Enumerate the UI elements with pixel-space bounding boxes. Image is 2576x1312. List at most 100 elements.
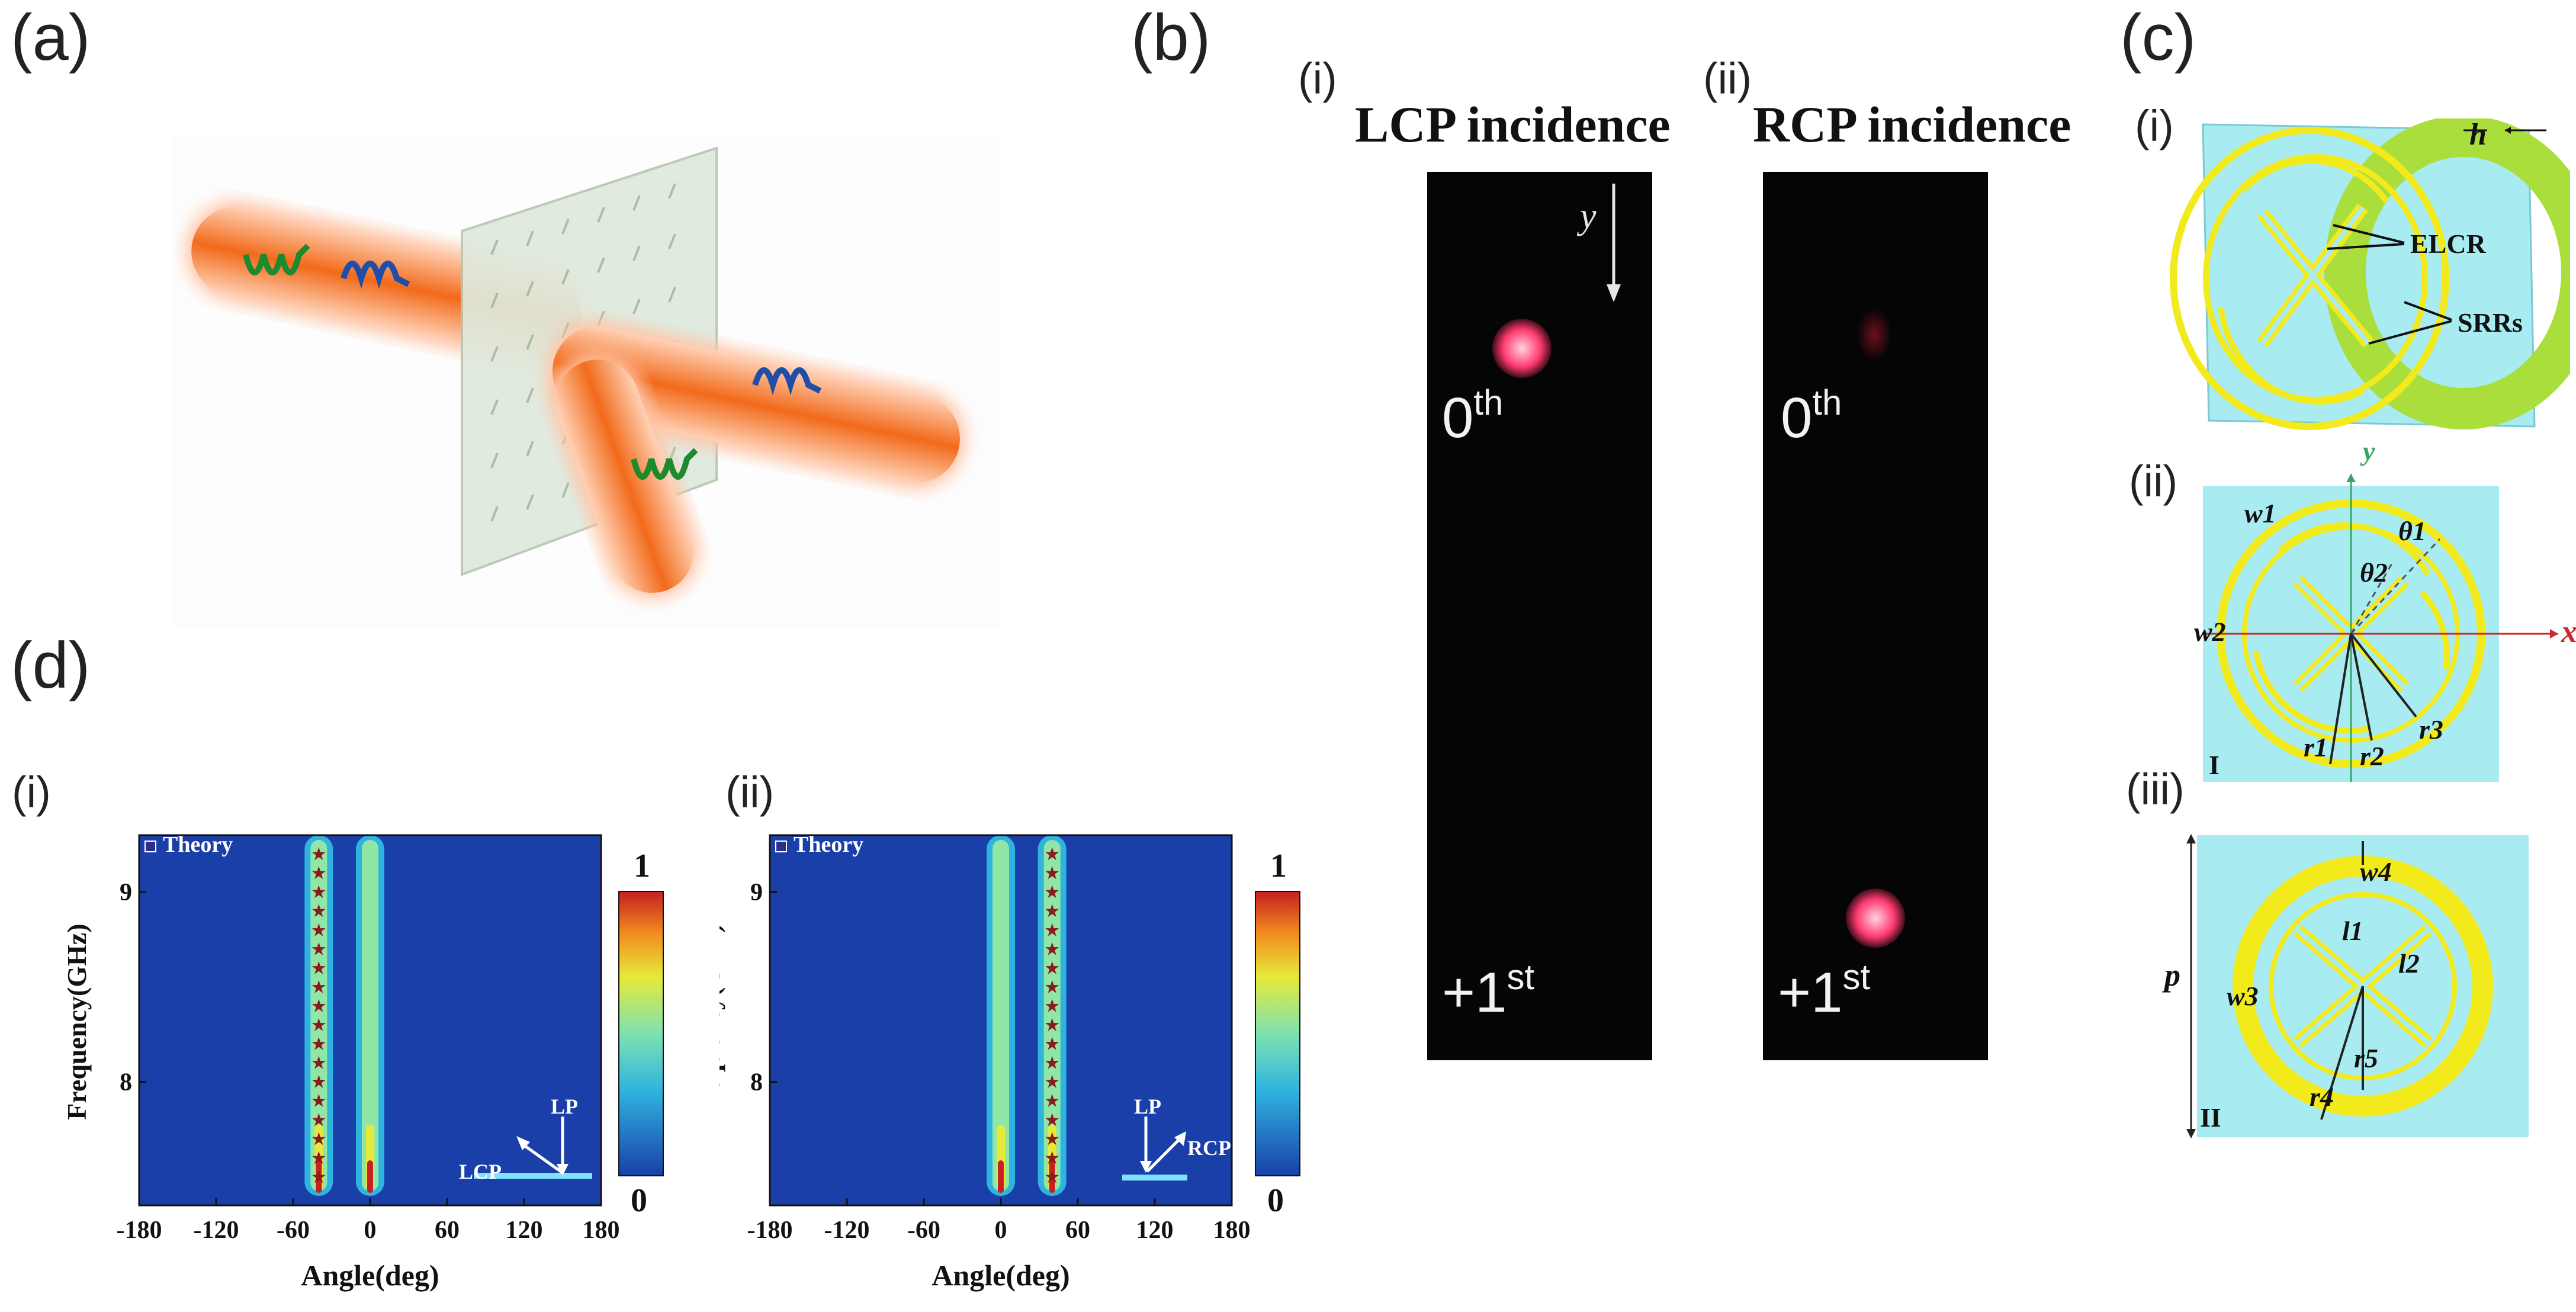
y-axis-c: y xyxy=(2363,436,2375,466)
hm2-theory-point: ★ xyxy=(1044,1167,1060,1187)
hm2-xtick-label: 180 xyxy=(1213,1217,1251,1244)
hm2-xtick-label: 120 xyxy=(1136,1217,1174,1244)
rcp-order-1: +1 xyxy=(1778,961,1843,1024)
r2-label: r2 xyxy=(2360,741,2384,771)
lcp-first-order-label: +1st xyxy=(1442,957,1534,1025)
panel-d-sub-i: (i) xyxy=(12,768,51,817)
heatmap-lcp: ★★★★★★★★★★★★★★★★★★ -180 -120 -60 0 60 120 180 … xyxy=(62,832,664,1292)
hm1-theory-point: ★ xyxy=(311,864,327,883)
colorbar-lcp xyxy=(618,891,664,1176)
w3-label: w3 xyxy=(2227,981,2259,1011)
hm1-theory-point: ★ xyxy=(311,883,327,902)
hm1-theory-point: ★ xyxy=(311,902,327,921)
hm2-theory-point: ★ xyxy=(1044,1130,1060,1149)
panel-a-label: (a) xyxy=(11,1,91,74)
hm2-theory-point: ★ xyxy=(1044,1016,1060,1035)
hm2-theory-point: ★ xyxy=(1044,1111,1060,1130)
blue-spiral-icon xyxy=(341,261,410,289)
panel-d-sub-ii: (ii) xyxy=(725,768,775,817)
r3-label: r3 xyxy=(2419,714,2443,745)
roman-II-label: II xyxy=(2200,1102,2221,1133)
hm1-xtick-label: 120 xyxy=(506,1217,543,1244)
rcp-incidence-title: RCP incidence xyxy=(1753,96,2071,153)
theta2-label: θ2 xyxy=(2360,557,2388,588)
theta1-label: θ1 xyxy=(2398,516,2426,546)
rcp-camera-image: 0th +1st xyxy=(1763,172,1988,1060)
rcp-order-0: 0 xyxy=(1781,386,1813,450)
hm2-theory-point: ★ xyxy=(1044,977,1060,997)
panel-c-sub-i: (i) xyxy=(2135,101,2174,150)
hm1-theory-point: ★ xyxy=(311,977,327,997)
zeroth-order-spot xyxy=(1492,319,1552,378)
colorbar-rcp-min: 0 xyxy=(1267,1182,1284,1219)
hm1-band-1 xyxy=(356,835,384,1196)
lcp-incidence-title: LCP incidence xyxy=(1355,96,1671,153)
hm1-theory-point: ★ xyxy=(311,845,327,864)
h-label: h xyxy=(2469,118,2487,152)
hm1-theory-point: ★ xyxy=(311,1149,327,1168)
hm2-theory-point: ★ xyxy=(1044,958,1060,978)
colorbar-lcp-min: 0 xyxy=(631,1182,647,1219)
heatmap-rcp-legend: Theory xyxy=(794,832,863,857)
hm2-theory-point: ★ xyxy=(1044,864,1060,883)
lcp-zeroth-order-label: 0th xyxy=(1442,382,1503,451)
unit-cell-top-view xyxy=(2203,474,2558,782)
hm1-ytick-label: 9 xyxy=(120,879,132,906)
rcp-order-1-sup: st xyxy=(1842,957,1871,997)
hm1-theory-point: ★ xyxy=(311,1167,327,1187)
colorbar-rcp xyxy=(1255,891,1300,1176)
hm1-theory-point: ★ xyxy=(311,1035,327,1054)
hm1-band-0 xyxy=(304,835,333,1196)
l1-label: l1 xyxy=(2342,916,2363,946)
panel-b-sub-ii: (ii) xyxy=(1703,54,1752,103)
hm2-theory-point: ★ xyxy=(1044,920,1060,940)
w1-label: w1 xyxy=(2244,498,2276,528)
r5-label: r5 xyxy=(2354,1043,2378,1073)
heatmap-lcp-lp: LP xyxy=(551,1095,578,1118)
blue-spiral-icon-out xyxy=(752,367,822,396)
p-label: p xyxy=(2164,957,2180,993)
green-wave-icon-out xyxy=(631,448,698,480)
panel-b-label: (b) xyxy=(1131,1,1211,74)
panel-c-sub-ii: (ii) xyxy=(2129,457,2178,506)
w2-label: w2 xyxy=(2194,617,2226,647)
r1-label: r1 xyxy=(2304,732,2328,762)
rcp-first-order-label: +1st xyxy=(1778,957,1870,1025)
hm1-xtick-label: 180 xyxy=(583,1217,620,1244)
transmitted-beam xyxy=(547,320,966,489)
unit-cell-3d xyxy=(2170,118,2570,430)
y-axis-label: y xyxy=(1580,196,1597,236)
hm1-xtick-label: -60 xyxy=(277,1217,310,1244)
hm2-xtick-label: 60 xyxy=(1065,1217,1090,1244)
l2-label: l2 xyxy=(2398,948,2420,979)
unit-cell-bottom-layer xyxy=(2186,834,2529,1138)
zeroth-order-faint-spot xyxy=(1856,308,1892,361)
hm2-band-0 xyxy=(987,835,1015,1196)
hm2-xtick-label: -60 xyxy=(907,1217,940,1244)
hm1-xtick-label: 0 xyxy=(364,1217,377,1244)
hm2-band-1 xyxy=(1038,835,1067,1196)
hm1-xtick-label: -180 xyxy=(117,1217,162,1244)
hm1-theory-point: ★ xyxy=(311,1130,327,1149)
elcr-label: ELCR xyxy=(2410,229,2486,259)
heatmap-rcp-xlabel: Angle(deg) xyxy=(932,1259,1069,1292)
hm1-xtick-label: 60 xyxy=(435,1217,460,1244)
hm1-theory-point: ★ xyxy=(311,1111,327,1130)
hm1-theory-point: ★ xyxy=(311,1092,327,1111)
heatmap-lcp-xlabel: Angle(deg) xyxy=(301,1259,439,1292)
hm1-theory-point: ★ xyxy=(311,920,327,940)
panel-c-label: (c) xyxy=(2120,1,2196,74)
hm1-theory-point: ★ xyxy=(311,1016,327,1035)
w4-label: w4 xyxy=(2360,857,2392,887)
y-arrow xyxy=(1607,184,1621,302)
hm2-theory-point: ★ xyxy=(1044,1054,1060,1073)
roman-I-label: I xyxy=(2209,750,2220,780)
x-axis-c: x xyxy=(2561,614,2576,649)
hm1-theory-point: ★ xyxy=(311,1054,327,1073)
heatmap-lcp-lcp: LCP xyxy=(459,1160,502,1183)
deflected-beam xyxy=(550,354,700,599)
heatmap-lcp-plot: ★★★★★★★★★★★★★★★★★★ -180 -120 -60 0 60 120 180 … xyxy=(117,832,620,1244)
green-wave-icon xyxy=(243,243,310,275)
heatmap-rcp-rcp: RCP xyxy=(1187,1136,1231,1160)
hm2-theory-point: ★ xyxy=(1044,996,1060,1016)
